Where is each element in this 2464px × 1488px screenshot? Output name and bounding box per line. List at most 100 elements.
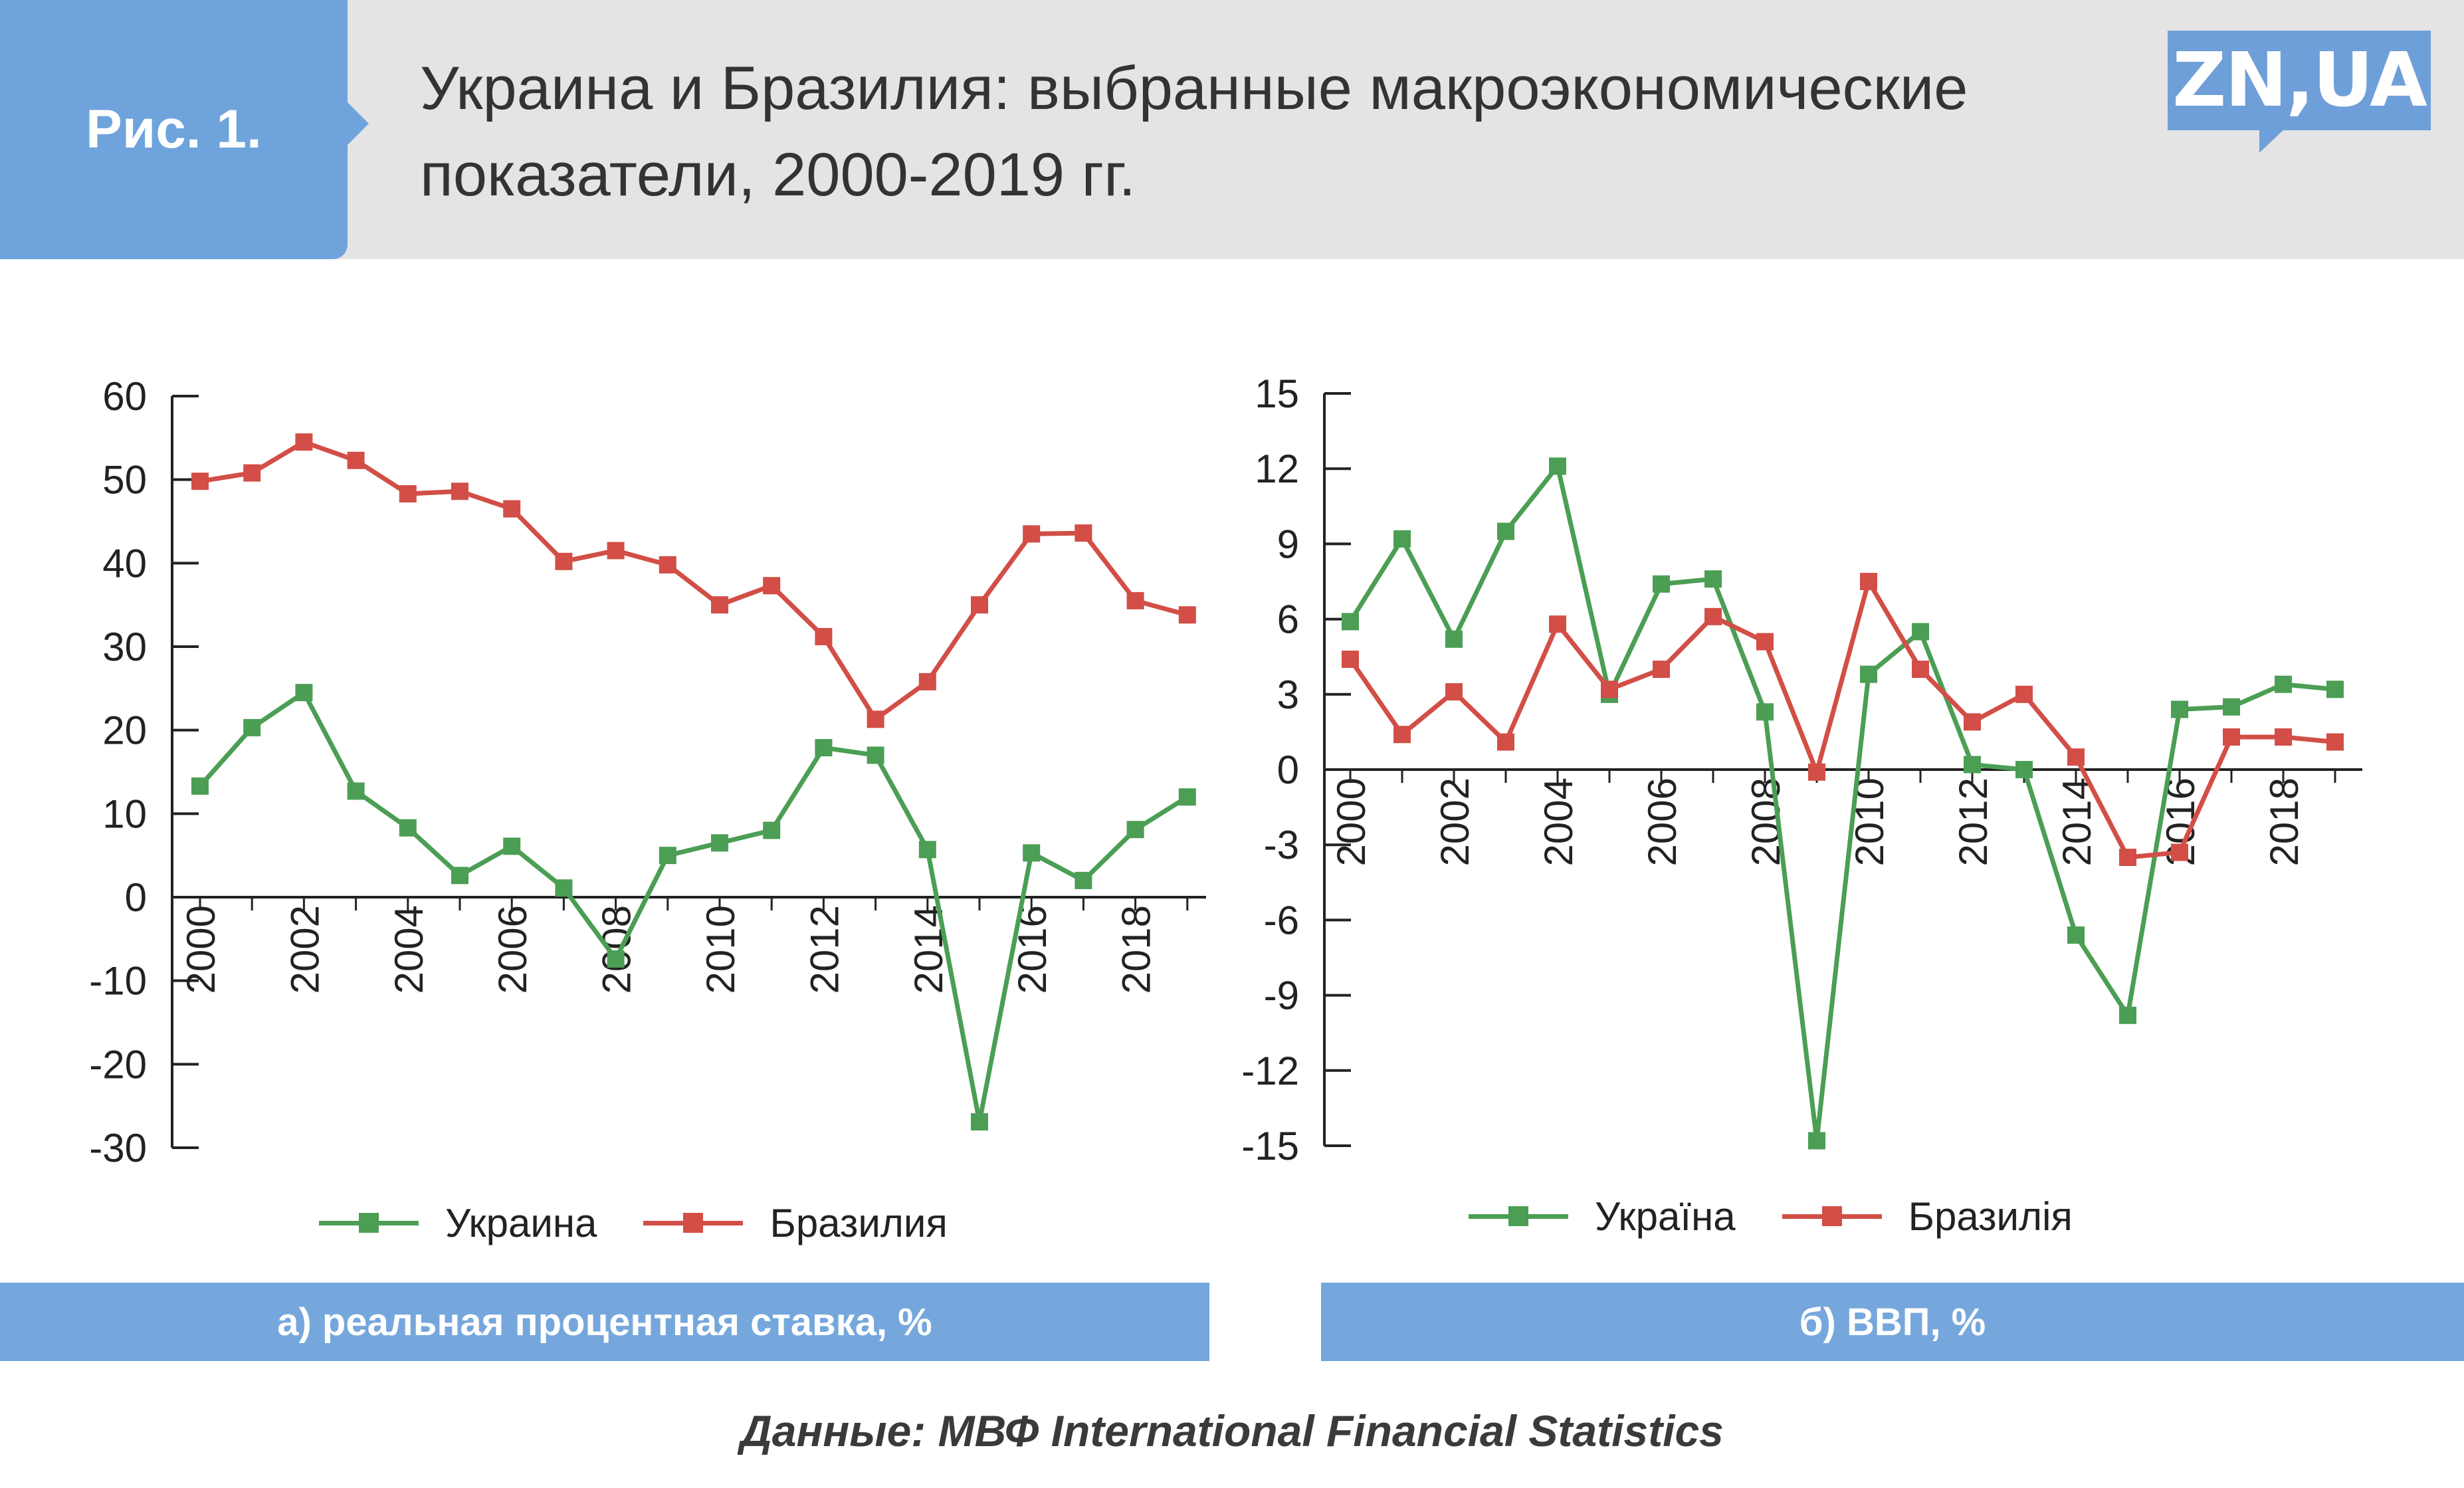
gdp-point-brazil: [1912, 661, 1929, 679]
legend-item-ukraine: Украина: [319, 1196, 597, 1249]
gdp-point-ukraine: [1497, 522, 1514, 540]
rate-x-tick-label: 2010: [698, 905, 743, 994]
gdp-point-brazil: [2067, 748, 2085, 766]
legend-label-ukraine-gdp: Україна: [1595, 1194, 1736, 1239]
figure-badge-arrow: [346, 101, 369, 146]
gdp-point-ukraine: [2223, 698, 2240, 716]
gdp-point-ukraine: [2171, 700, 2188, 718]
rate-series-line-ukraine: [198, 690, 1189, 1124]
gdp-point-ukraine: [1756, 703, 1774, 721]
rate-x-tick-label: 2014: [906, 905, 951, 994]
gdp-point-ukraine: [1808, 1132, 1825, 1150]
rate-point-ukraine: [1023, 844, 1041, 862]
rate-x-tick-label: 2008: [595, 905, 639, 994]
figure-badge: [0, 0, 348, 259]
rate-point-ukraine: [243, 718, 261, 736]
interest-rate-caption: а) реальная процентная ставка, %: [0, 1283, 1209, 1361]
gdp-y-tick-label: -3: [1264, 823, 1299, 867]
rate-y-tick-label: -30: [89, 1126, 147, 1170]
gdp-point-brazil: [1497, 733, 1514, 751]
gdp-point-brazil: [1860, 573, 1877, 590]
gdp-point-ukraine: [1342, 613, 1359, 631]
gdp-point-brazil: [1445, 683, 1463, 701]
rate-y-tick-label: 50: [102, 458, 147, 502]
rate-x-tick-label: 2004: [387, 905, 431, 994]
gdp-y-tick-label: -12: [1241, 1049, 1299, 1093]
rate-x-tick-label: 2000: [179, 905, 223, 994]
rate-point-brazil: [555, 552, 573, 570]
rate-point-ukraine: [867, 746, 884, 764]
rate-y-tick-label: 0: [125, 875, 147, 920]
rate-point-brazil: [1075, 524, 1092, 542]
gdp-point-brazil: [2171, 843, 2188, 861]
gdp-point-ukraine: [2119, 1006, 2136, 1024]
legend-item-ukraine-gdp: Україна: [1469, 1190, 1736, 1243]
gdp-point-brazil: [1964, 713, 1981, 731]
legend-label-brazil: Бразилия: [770, 1200, 948, 1245]
gdp-y-tick-label: 12: [1255, 447, 1299, 491]
gdp-point-brazil: [2223, 728, 2240, 746]
rate-y-tick-label: -20: [89, 1042, 147, 1087]
gdp-legend: Україна Бразилія: [1469, 1190, 2119, 1243]
rate-x-tick-label: 2002: [282, 905, 327, 994]
rate-y-tick-label: 40: [102, 541, 147, 585]
gdp-y-tick-label: 3: [1277, 673, 1299, 717]
gdp-y-tick-label: 15: [1255, 372, 1299, 416]
gdp-y-tick-label: -6: [1264, 898, 1299, 942]
rate-point-ukraine: [191, 777, 209, 795]
gdp-point-ukraine: [1549, 457, 1566, 475]
legend-label-ukraine: Украина: [445, 1200, 597, 1245]
rate-point-brazil: [243, 464, 261, 482]
legend-swatch-brazil-gdp: [1782, 1190, 1882, 1243]
rate-point-brazil: [399, 485, 417, 503]
gdp-x-tick-label: 2000: [1329, 778, 1374, 866]
rate-point-brazil: [711, 596, 728, 614]
rate-point-brazil: [347, 451, 365, 469]
rate-point-brazil: [867, 710, 884, 728]
rate-series-line-brazil: [199, 439, 1188, 722]
rate-x-tick-label: 2018: [1114, 905, 1159, 994]
gdp-point-brazil: [1653, 661, 1670, 679]
rate-point-brazil: [451, 482, 468, 500]
gdp-y-tick-label: 9: [1277, 522, 1299, 566]
rate-point-ukraine: [711, 834, 728, 852]
title-line-1: Украина и Бразилия: выбранные макроэконо…: [420, 54, 1968, 122]
rate-x-tick-label: 2012: [802, 905, 847, 994]
gdp-point-ukraine: [2015, 761, 2033, 778]
rate-point-brazil: [1126, 591, 1144, 609]
gdp-point-brazil: [1808, 763, 1825, 781]
rate-point-ukraine: [1075, 871, 1092, 889]
zn-ua-logo[interactable]: ZN,UA: [2168, 31, 2431, 130]
gdp-point-brazil: [1601, 681, 1618, 698]
gdp-x-tick-label: 2002: [1433, 778, 1477, 866]
gdp-point-ukraine: [2275, 675, 2292, 693]
gdp-x-tick-label: 2018: [2262, 778, 2307, 866]
legend-swatch-ukraine: [319, 1196, 419, 1249]
rate-point-ukraine: [503, 837, 521, 855]
rate-point-brazil: [191, 473, 209, 490]
legend-label-brazil-gdp: Бразилія: [1908, 1194, 2073, 1239]
legend-item-brazil-gdp: Бразилія: [1782, 1190, 2073, 1243]
gdp-point-brazil: [2119, 849, 2136, 867]
rate-point-brazil: [763, 577, 781, 595]
data-source: Данные: МВФ International Financial Stat…: [740, 1406, 1724, 1455]
gdp-y-tick-label: 0: [1277, 748, 1299, 792]
rate-point-brazil: [815, 627, 833, 645]
gdp-caption: б) ВВП, %: [1321, 1283, 2464, 1361]
gdp-point-ukraine: [1704, 570, 1722, 588]
gdp-point-brazil: [1549, 615, 1566, 633]
gdp-y-tick-label: 6: [1277, 597, 1299, 642]
logo-speech-tail: [2259, 129, 2285, 153]
rate-point-ukraine: [971, 1113, 988, 1131]
rate-y-tick-label: 30: [102, 625, 147, 669]
rate-y-tick-label: 10: [102, 792, 147, 836]
rate-point-ukraine: [555, 879, 573, 897]
page-title: Украина и Бразилия: выбранные макроэконо…: [420, 45, 2134, 218]
rate-point-brazil: [659, 556, 676, 574]
rate-point-ukraine: [1126, 821, 1144, 839]
gdp-x-tick-label: 2004: [1536, 778, 1581, 866]
title-line-2: показатели, 2000-2019 гг.: [420, 141, 1136, 209]
gdp-point-brazil: [2326, 733, 2344, 751]
